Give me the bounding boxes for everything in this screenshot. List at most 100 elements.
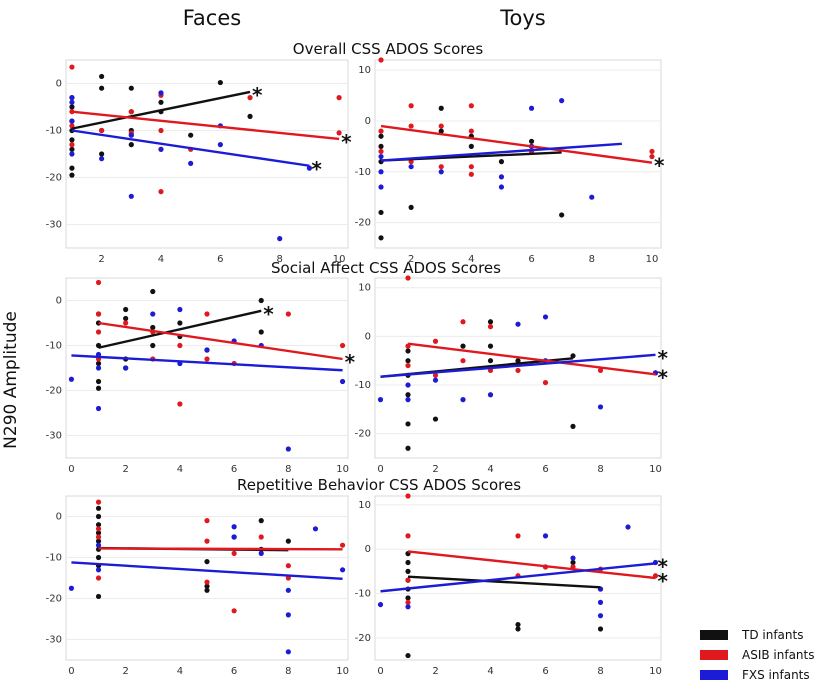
- point-td: [150, 324, 156, 331]
- point-asib: [405, 599, 411, 605]
- point-asib: [177, 342, 183, 349]
- point-td: [204, 587, 210, 593]
- x-tick-label: 0: [68, 464, 74, 475]
- point-asib: [285, 563, 291, 569]
- point-fxs: [542, 533, 549, 539]
- point-td: [378, 209, 384, 216]
- point-asib: [405, 577, 411, 583]
- fit-line-fxs: [71, 129, 310, 167]
- point-fxs: [285, 649, 291, 655]
- legend-swatch-td: [700, 630, 728, 640]
- panel-faces-repetitive-behavior: 0 -10 -20 -30 0 2 4 6 8 10: [46, 495, 349, 677]
- x-tick-label: 8: [285, 464, 291, 475]
- point-td: [150, 342, 156, 349]
- significance-star: *: [252, 83, 263, 107]
- point-asib: [438, 164, 444, 170]
- point-fxs: [204, 347, 210, 353]
- point-td: [515, 626, 521, 632]
- point-td: [405, 445, 411, 451]
- point-td: [158, 99, 164, 105]
- point-td: [128, 85, 134, 91]
- significance-star: *: [658, 346, 669, 370]
- x-tick-label: 8: [277, 254, 283, 265]
- point-td: [378, 235, 384, 241]
- x-tick-label: 0: [377, 666, 383, 677]
- fit-line-fxs: [380, 353, 656, 378]
- point-fxs: [68, 376, 75, 382]
- x-tick-label: 8: [597, 666, 603, 677]
- significance-star: *: [345, 350, 356, 374]
- fit-line-fxs: [380, 562, 656, 593]
- point-fxs: [597, 404, 604, 410]
- point-td: [69, 172, 75, 178]
- point-asib: [204, 356, 210, 362]
- point-td: [559, 212, 565, 218]
- point-td: [188, 132, 194, 138]
- point-asib: [378, 57, 384, 63]
- y-tick-label: 10: [358, 283, 371, 294]
- point-fxs: [258, 550, 264, 557]
- point-td: [95, 385, 102, 391]
- point-fxs: [128, 132, 134, 138]
- x-tick-label: 6: [528, 254, 534, 265]
- panel-frame: [374, 59, 662, 249]
- point-asib: [649, 153, 655, 160]
- point-td: [570, 559, 576, 566]
- point-td: [95, 538, 102, 544]
- x-tick-label: 8: [597, 464, 603, 475]
- point-td: [405, 559, 411, 566]
- point-asib: [460, 358, 466, 364]
- point-fxs: [405, 604, 411, 610]
- fit-line-fxs: [71, 354, 343, 372]
- x-tick-label: 6: [231, 666, 237, 677]
- point-td: [95, 522, 102, 528]
- point-asib: [123, 320, 129, 326]
- point-td: [95, 378, 102, 385]
- panel-frame: [65, 277, 349, 459]
- point-fxs: [312, 526, 319, 532]
- panel-frame: [65, 59, 349, 249]
- point-asib: [378, 148, 384, 155]
- x-tick-label: 0: [68, 666, 74, 677]
- row-title-repetitive-behavior: Repetitive Behavior CSS ADOS Scores: [237, 476, 521, 494]
- panel-toys-repetitive-behavior: 10 0 -10 -20 0 2 4 6 8 10 **: [355, 493, 669, 677]
- point-asib: [336, 95, 342, 101]
- point-fxs: [95, 365, 102, 371]
- point-asib: [408, 123, 414, 129]
- x-tick-label: 6: [231, 464, 237, 475]
- x-tick-label: 2: [122, 464, 128, 475]
- point-asib: [468, 128, 474, 134]
- fit-line-td: [407, 575, 601, 589]
- x-tick-label: 2: [432, 464, 438, 475]
- y-tick-label: -20: [355, 633, 371, 644]
- point-td: [95, 513, 102, 520]
- point-fxs: [95, 405, 102, 412]
- point-asib: [231, 550, 237, 557]
- point-td: [515, 621, 521, 628]
- y-tick-label: 10: [358, 500, 371, 511]
- x-tick-label: 4: [177, 464, 183, 475]
- point-fxs: [95, 567, 102, 573]
- fit-line-td: [71, 90, 251, 130]
- point-td: [95, 593, 102, 600]
- point-td: [408, 204, 414, 210]
- significance-star: *: [658, 569, 669, 593]
- x-tick-label: 10: [333, 254, 346, 265]
- y-tick-label: 0: [365, 116, 371, 127]
- point-fxs: [69, 118, 75, 124]
- point-fxs: [231, 524, 237, 530]
- point-fxs: [285, 587, 291, 593]
- point-td: [405, 358, 411, 364]
- significance-star: *: [263, 302, 274, 326]
- x-tick-label: 10: [646, 254, 659, 265]
- point-td: [498, 159, 505, 165]
- point-fxs: [528, 105, 535, 111]
- point-td: [69, 146, 75, 152]
- point-asib: [231, 608, 237, 614]
- point-fxs: [150, 311, 156, 317]
- point-td: [487, 319, 494, 325]
- point-fxs: [405, 397, 411, 403]
- point-fxs: [377, 397, 384, 403]
- point-asib: [204, 311, 210, 317]
- point-fxs: [339, 378, 346, 385]
